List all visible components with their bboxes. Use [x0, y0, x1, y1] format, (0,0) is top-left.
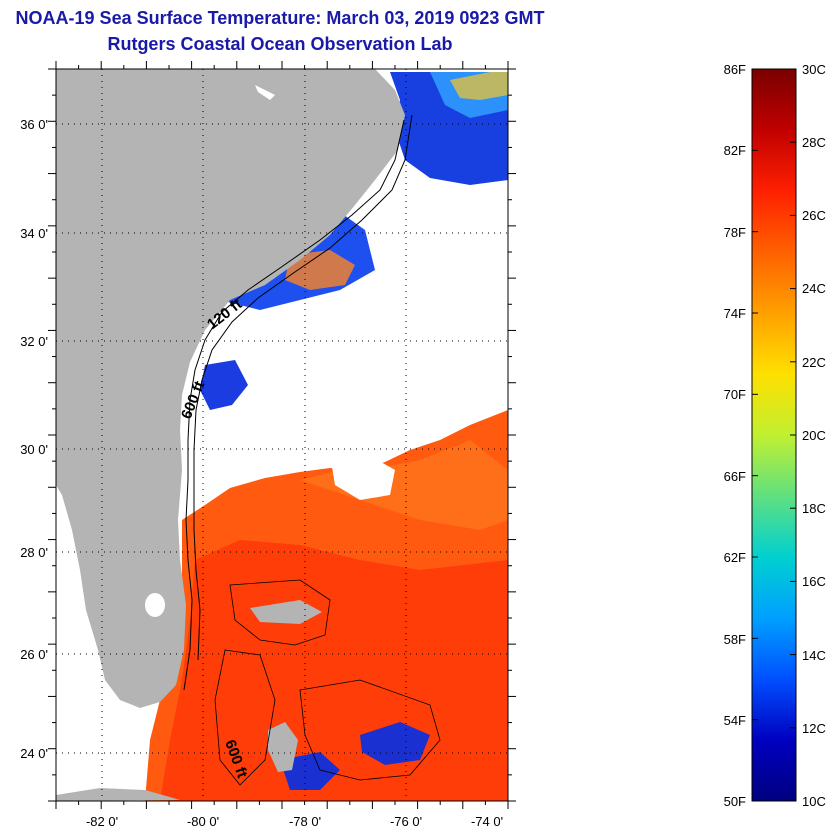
colorbar-c-label: 16C: [802, 574, 826, 589]
map-gridlines: [56, 69, 508, 801]
isobath-120ft: [183, 119, 405, 691]
colorbar-f-label: 78F: [724, 225, 746, 240]
lon-tick-label: -78 0': [289, 814, 321, 829]
lon-tick-label: -76 0': [390, 814, 422, 829]
land-grand-bahama: [250, 600, 322, 624]
colorbar-f-label: 82F: [724, 143, 746, 158]
map-tickmarks: [48, 61, 516, 809]
map-subtitle: Rutgers Coastal Ocean Observation Lab: [107, 34, 453, 54]
lat-tick-label: 32 0': [20, 334, 48, 349]
map-body: [56, 69, 508, 801]
colorbar-f-label: 62F: [724, 550, 746, 565]
colorbar-c-label: 18C: [802, 501, 826, 516]
sst-cold-patch-south: [200, 360, 248, 410]
colorbar-fahrenheit-labels: 86F 82F 78F 74F 70F 66F 62F 58F 54F 50F: [724, 62, 746, 809]
colorbar-f-label: 66F: [724, 469, 746, 484]
isobath-bahamas: [214, 579, 441, 786]
colorbar-c-label: 30C: [802, 62, 826, 77]
lake-okeechobee: [145, 593, 165, 617]
lon-tick-label: -82 0': [86, 814, 118, 829]
lat-tick-label: 24 0': [20, 746, 48, 761]
colorbar-f-label: 74F: [724, 306, 746, 321]
land-andros-island: [268, 722, 298, 772]
colorbar-f-label: 86F: [724, 62, 746, 77]
isobath-600ft: [193, 114, 413, 661]
sst-hot-core: [160, 540, 508, 801]
colorbar-c-label: 22C: [802, 355, 826, 370]
sst-cloud-east: [330, 450, 395, 500]
lat-tick-label: 26 0': [20, 647, 48, 662]
sst-warm-patch-mid: [285, 250, 355, 290]
map-title: NOAA-19 Sea Surface Temperature: March 0…: [15, 8, 545, 28]
colorbar-c-label: 28C: [802, 135, 826, 150]
colorbar-c-label: 12C: [802, 721, 826, 736]
sst-warm-streak-north: [450, 72, 508, 100]
lat-tick-label: 30 0': [20, 442, 48, 457]
colorbar-f-label: 70F: [724, 387, 746, 402]
colorbar-f-label: 54F: [724, 713, 746, 728]
colorbar-celsius-labels: 30C 28C 26C 24C 22C 20C 18C 16C 14C 12C …: [802, 62, 826, 809]
land-cuba: [56, 788, 180, 801]
colorbar-c-label: 24C: [802, 281, 826, 296]
colorbar-f-label: 50F: [724, 794, 746, 809]
lat-tick-label: 28 0': [20, 545, 48, 560]
lon-tick-label: -74 0': [471, 814, 503, 829]
colorbar-c-label: 20C: [802, 428, 826, 443]
colorbar: [751, 68, 797, 802]
inland-lake: [255, 85, 275, 100]
lat-tick-label: 36 0': [20, 117, 48, 132]
sst-cold-bahamas-1: [360, 722, 430, 765]
colorbar-c-label: 10C: [802, 794, 826, 809]
lon-tick-label: -80 0': [187, 814, 219, 829]
lat-tick-label: 34 0': [20, 226, 48, 241]
colorbar-c-label: 26C: [802, 208, 826, 223]
colorbar-c-label: 14C: [802, 648, 826, 663]
colorbar-f-label: 58F: [724, 632, 746, 647]
land-us-east-coast: [56, 69, 405, 708]
sst-cold-bahamas-2: [280, 752, 340, 790]
sst-orange-band: [300, 440, 508, 530]
colorbar-ticks: [752, 68, 796, 802]
